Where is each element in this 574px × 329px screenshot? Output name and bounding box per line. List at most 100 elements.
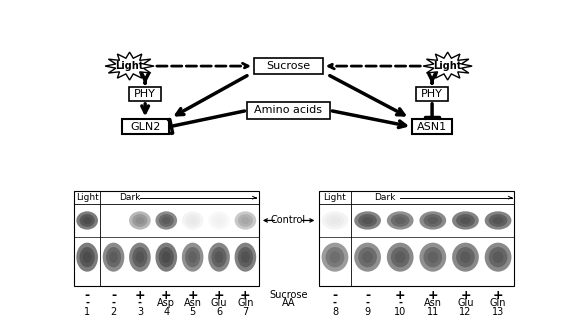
- Text: -: -: [111, 298, 115, 308]
- Ellipse shape: [488, 247, 507, 267]
- Ellipse shape: [135, 217, 144, 224]
- Ellipse shape: [188, 217, 197, 224]
- Ellipse shape: [159, 214, 174, 227]
- Ellipse shape: [420, 243, 446, 272]
- FancyBboxPatch shape: [74, 191, 258, 287]
- Ellipse shape: [188, 251, 197, 263]
- Ellipse shape: [83, 251, 91, 263]
- Text: 5: 5: [189, 307, 196, 317]
- Ellipse shape: [162, 251, 170, 263]
- Text: Light: Light: [115, 61, 144, 71]
- Ellipse shape: [208, 243, 230, 272]
- Ellipse shape: [208, 211, 230, 230]
- Ellipse shape: [238, 214, 253, 227]
- Ellipse shape: [484, 211, 511, 230]
- Text: 2: 2: [110, 307, 117, 317]
- Text: ASN1: ASN1: [417, 122, 447, 132]
- Text: 3: 3: [137, 307, 143, 317]
- Ellipse shape: [321, 243, 348, 272]
- FancyBboxPatch shape: [122, 119, 169, 135]
- Ellipse shape: [488, 214, 507, 227]
- Ellipse shape: [106, 247, 121, 267]
- Ellipse shape: [238, 247, 253, 267]
- FancyBboxPatch shape: [416, 87, 448, 101]
- Ellipse shape: [185, 214, 200, 227]
- Ellipse shape: [424, 247, 442, 267]
- Ellipse shape: [76, 211, 98, 230]
- Text: GLN2: GLN2: [130, 122, 160, 132]
- Text: Dark: Dark: [374, 193, 395, 202]
- Ellipse shape: [354, 243, 381, 272]
- Polygon shape: [105, 52, 154, 80]
- Text: 7: 7: [242, 307, 249, 317]
- FancyBboxPatch shape: [319, 191, 514, 287]
- Text: -: -: [333, 298, 337, 308]
- Ellipse shape: [460, 217, 471, 224]
- Ellipse shape: [329, 217, 340, 224]
- Ellipse shape: [321, 211, 348, 230]
- FancyBboxPatch shape: [412, 119, 452, 135]
- Text: 12: 12: [459, 307, 472, 317]
- Ellipse shape: [362, 217, 373, 224]
- Text: +: +: [395, 289, 405, 302]
- Text: 6: 6: [216, 307, 222, 317]
- Ellipse shape: [235, 211, 256, 230]
- Ellipse shape: [135, 251, 144, 263]
- Ellipse shape: [241, 251, 250, 263]
- Text: +: +: [187, 289, 198, 302]
- Polygon shape: [423, 52, 472, 80]
- Text: -: -: [398, 298, 402, 308]
- Text: 4: 4: [163, 307, 169, 317]
- Ellipse shape: [362, 251, 373, 263]
- Text: 8: 8: [332, 307, 338, 317]
- Ellipse shape: [358, 214, 377, 227]
- Text: 13: 13: [492, 307, 504, 317]
- Ellipse shape: [129, 243, 151, 272]
- Ellipse shape: [460, 251, 471, 263]
- Ellipse shape: [215, 251, 223, 263]
- Ellipse shape: [428, 217, 438, 224]
- Text: -: -: [332, 289, 338, 302]
- Text: -: -: [84, 289, 90, 302]
- Ellipse shape: [133, 214, 148, 227]
- Ellipse shape: [456, 247, 475, 267]
- Ellipse shape: [358, 247, 377, 267]
- Ellipse shape: [103, 243, 125, 272]
- Ellipse shape: [241, 217, 250, 224]
- Text: -: -: [366, 298, 370, 308]
- Ellipse shape: [182, 243, 203, 272]
- Text: 9: 9: [364, 307, 371, 317]
- Ellipse shape: [428, 251, 438, 263]
- Text: Asp: Asp: [157, 298, 175, 308]
- Text: +: +: [492, 289, 503, 302]
- Text: Dark: Dark: [119, 193, 140, 202]
- Text: 1: 1: [84, 307, 90, 317]
- FancyBboxPatch shape: [254, 58, 323, 74]
- Ellipse shape: [182, 211, 203, 230]
- Ellipse shape: [329, 251, 340, 263]
- Ellipse shape: [452, 243, 479, 272]
- Ellipse shape: [452, 211, 479, 230]
- Text: -: -: [85, 298, 89, 308]
- Text: 10: 10: [394, 307, 406, 317]
- Ellipse shape: [80, 247, 95, 267]
- Ellipse shape: [325, 214, 344, 227]
- Text: Gln: Gln: [490, 298, 506, 308]
- Text: Light: Light: [433, 61, 462, 71]
- Ellipse shape: [156, 211, 177, 230]
- Text: -: -: [138, 298, 142, 308]
- Text: Asn: Asn: [184, 298, 201, 308]
- Text: PHY: PHY: [421, 89, 443, 99]
- Ellipse shape: [156, 243, 177, 272]
- Ellipse shape: [420, 211, 446, 230]
- Text: Light: Light: [76, 193, 99, 202]
- Text: Sucrose: Sucrose: [266, 61, 311, 71]
- Text: +: +: [240, 289, 251, 302]
- Ellipse shape: [391, 247, 410, 267]
- Ellipse shape: [76, 243, 98, 272]
- Text: -: -: [365, 289, 370, 302]
- Text: Amino acids: Amino acids: [254, 105, 323, 115]
- Text: +: +: [460, 289, 471, 302]
- Text: +: +: [214, 289, 224, 302]
- Text: Light: Light: [324, 193, 346, 202]
